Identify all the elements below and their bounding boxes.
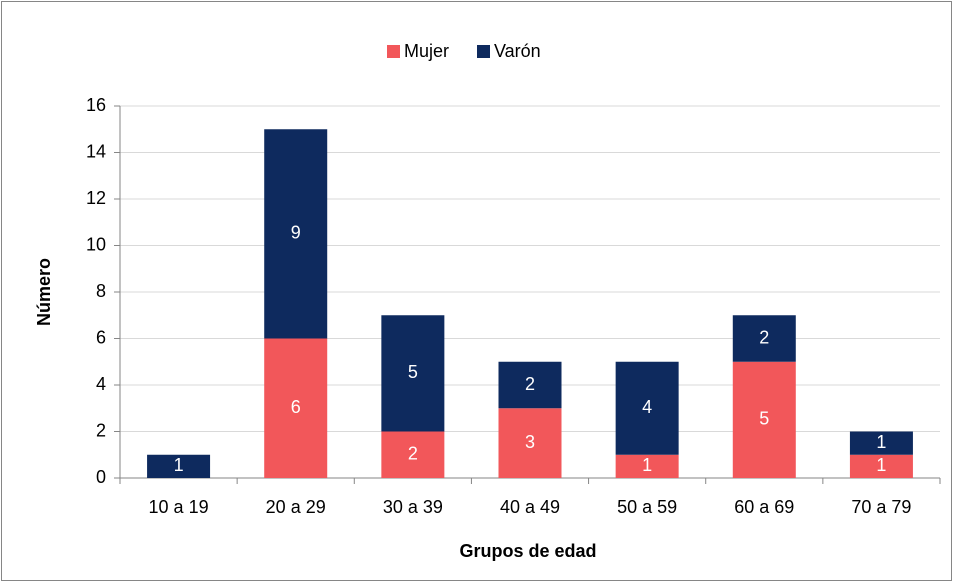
bar-segment <box>732 361 796 478</box>
data-label: 1 <box>876 432 886 452</box>
y-axis-title: Número <box>34 258 54 326</box>
x-tick-label: 20 a 29 <box>266 497 326 517</box>
x-tick-label: 40 a 49 <box>500 497 560 517</box>
x-tick-label: 60 a 69 <box>734 497 794 517</box>
bar-segment <box>381 315 445 432</box>
bar-segment <box>849 431 913 455</box>
bar-segment <box>264 129 328 339</box>
y-tick-label: 2 <box>96 420 106 440</box>
data-label: 1 <box>876 455 886 475</box>
bar-segment <box>732 315 796 362</box>
bar-segment <box>381 431 445 478</box>
bar-segment <box>615 454 679 478</box>
bar-segment <box>849 454 913 478</box>
x-axis-title: Grupos de edad <box>459 541 596 561</box>
data-label: 2 <box>525 374 535 394</box>
data-label: 5 <box>408 362 418 382</box>
legend-label: Varón <box>494 41 541 61</box>
data-label: 5 <box>759 409 769 429</box>
bar-segment <box>615 361 679 455</box>
bar-segment <box>147 454 211 478</box>
data-label: 1 <box>174 455 184 475</box>
y-tick-label: 8 <box>96 281 106 301</box>
x-tick-label: 30 a 39 <box>383 497 443 517</box>
data-label: 6 <box>291 397 301 417</box>
bar-segment <box>264 338 328 478</box>
x-tick-label: 70 a 79 <box>851 497 911 517</box>
legend-label: Mujer <box>404 41 449 61</box>
y-tick-label: 14 <box>86 141 106 161</box>
data-label: 4 <box>642 397 652 417</box>
data-label: 9 <box>291 223 301 243</box>
legend-swatch <box>387 45 400 58</box>
x-tick-label: 50 a 59 <box>617 497 677 517</box>
bar-segment <box>498 361 562 409</box>
y-tick-label: 16 <box>86 95 106 115</box>
y-tick-label: 10 <box>86 234 106 254</box>
y-tick-label: 4 <box>96 374 106 394</box>
data-label: 2 <box>759 327 769 347</box>
y-tick-label: 6 <box>96 327 106 347</box>
data-label: 1 <box>642 455 652 475</box>
bar-segment <box>498 408 562 478</box>
data-label: 3 <box>525 432 535 452</box>
x-tick-label: 10 a 19 <box>149 497 209 517</box>
y-tick-label: 0 <box>96 467 106 487</box>
y-tick-label: 12 <box>86 188 106 208</box>
legend-swatch <box>477 45 490 58</box>
data-label: 2 <box>408 444 418 464</box>
